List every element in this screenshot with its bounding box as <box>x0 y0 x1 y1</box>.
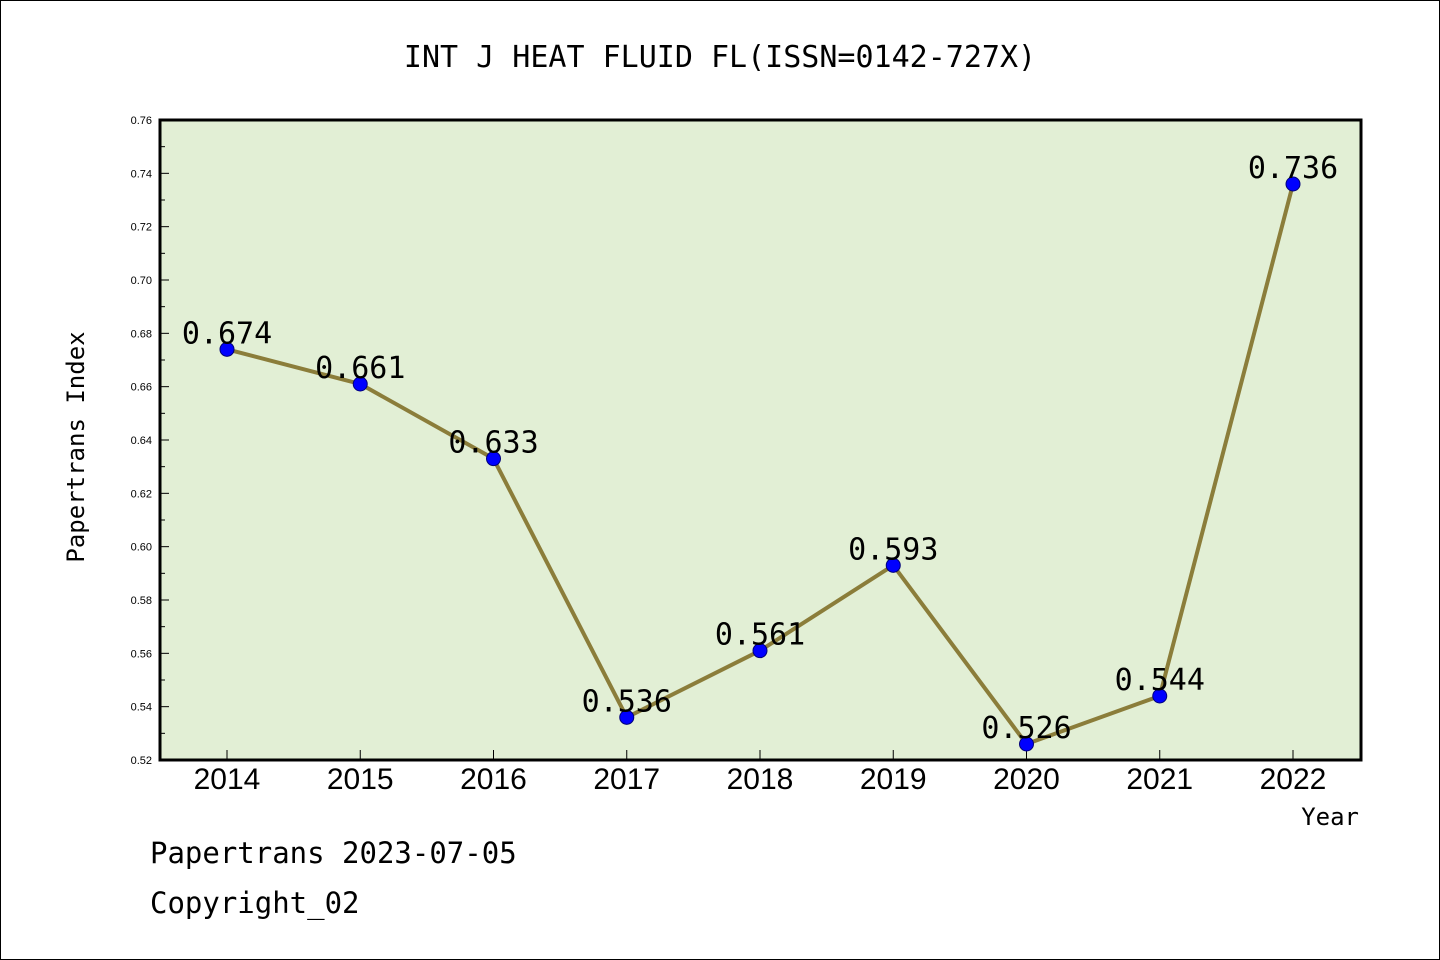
x-axis: 2014 2015 2016 2017 2018 2019 2020 2021 2022 <box>194 750 1327 796</box>
x-tick-label: 2017 <box>593 763 660 796</box>
x-tick-label: 2020 <box>993 763 1060 796</box>
y-tick-label: 0.52 <box>131 755 152 767</box>
y-tick-label: 0.62 <box>131 488 152 500</box>
data-point <box>885 557 901 573</box>
footer-date: Papertrans 2023-07-05 <box>150 836 517 870</box>
data-label: 0.736 <box>1248 151 1338 186</box>
y-axis: 0.52 0.54 0.56 0.58 0.60 0.62 0.64 0.66 0.68 0.70… <box>131 115 169 767</box>
y-tick-label: 0.60 <box>131 542 152 554</box>
data-point <box>1285 176 1301 192</box>
data-label: 0.661 <box>315 351 405 386</box>
data-point <box>1152 688 1168 704</box>
chart-title: INT J HEAT FLUID FL(ISSN=0142-727X) <box>404 40 1036 75</box>
data-label: 0.593 <box>848 532 938 567</box>
data-point <box>352 376 368 392</box>
y-tick-label: 0.66 <box>131 382 152 394</box>
x-tick-label: 2014 <box>194 763 261 796</box>
data-label: 0.536 <box>582 684 672 719</box>
data-label: 0.544 <box>1115 663 1205 698</box>
x-tick-label: 2019 <box>860 763 927 796</box>
y-tick-label: 0.68 <box>131 328 152 340</box>
footer-copyright: Copyright_02 <box>150 886 360 920</box>
y-tick-label: 0.54 <box>131 702 152 714</box>
x-tick-label: 2015 <box>327 763 394 796</box>
data-point <box>219 341 235 357</box>
y-tick-label: 0.56 <box>131 648 152 660</box>
y-tick-label: 0.64 <box>131 435 152 447</box>
data-point <box>752 643 768 659</box>
x-tick-label: 2021 <box>1126 763 1193 796</box>
y-tick-label: 0.76 <box>131 115 152 127</box>
y-tick-label: 0.74 <box>131 168 152 180</box>
y-tick-label: 0.70 <box>131 275 152 287</box>
y-tick-label: 0.58 <box>131 595 152 607</box>
data-label: 0.633 <box>448 426 538 461</box>
data-labels: 0.674 0.661 0.633 0.536 0.561 0.593 0.526 0.544… <box>182 151 1338 746</box>
data-point <box>486 451 501 467</box>
series-layer <box>219 176 1301 752</box>
data-label: 0.561 <box>715 618 805 653</box>
y-tick-label: 0.72 <box>131 222 152 234</box>
data-point <box>619 709 635 725</box>
y-axis-label: Papertrans Index <box>62 331 90 562</box>
x-tick-label: 2022 <box>1260 763 1327 796</box>
x-tick-label: 2016 <box>460 763 527 796</box>
x-tick-label: 2018 <box>727 763 794 796</box>
x-axis-label: Year <box>1301 803 1359 831</box>
data-point <box>1019 736 1034 752</box>
data-label: 0.526 <box>981 711 1071 746</box>
data-label: 0.674 <box>182 316 272 351</box>
